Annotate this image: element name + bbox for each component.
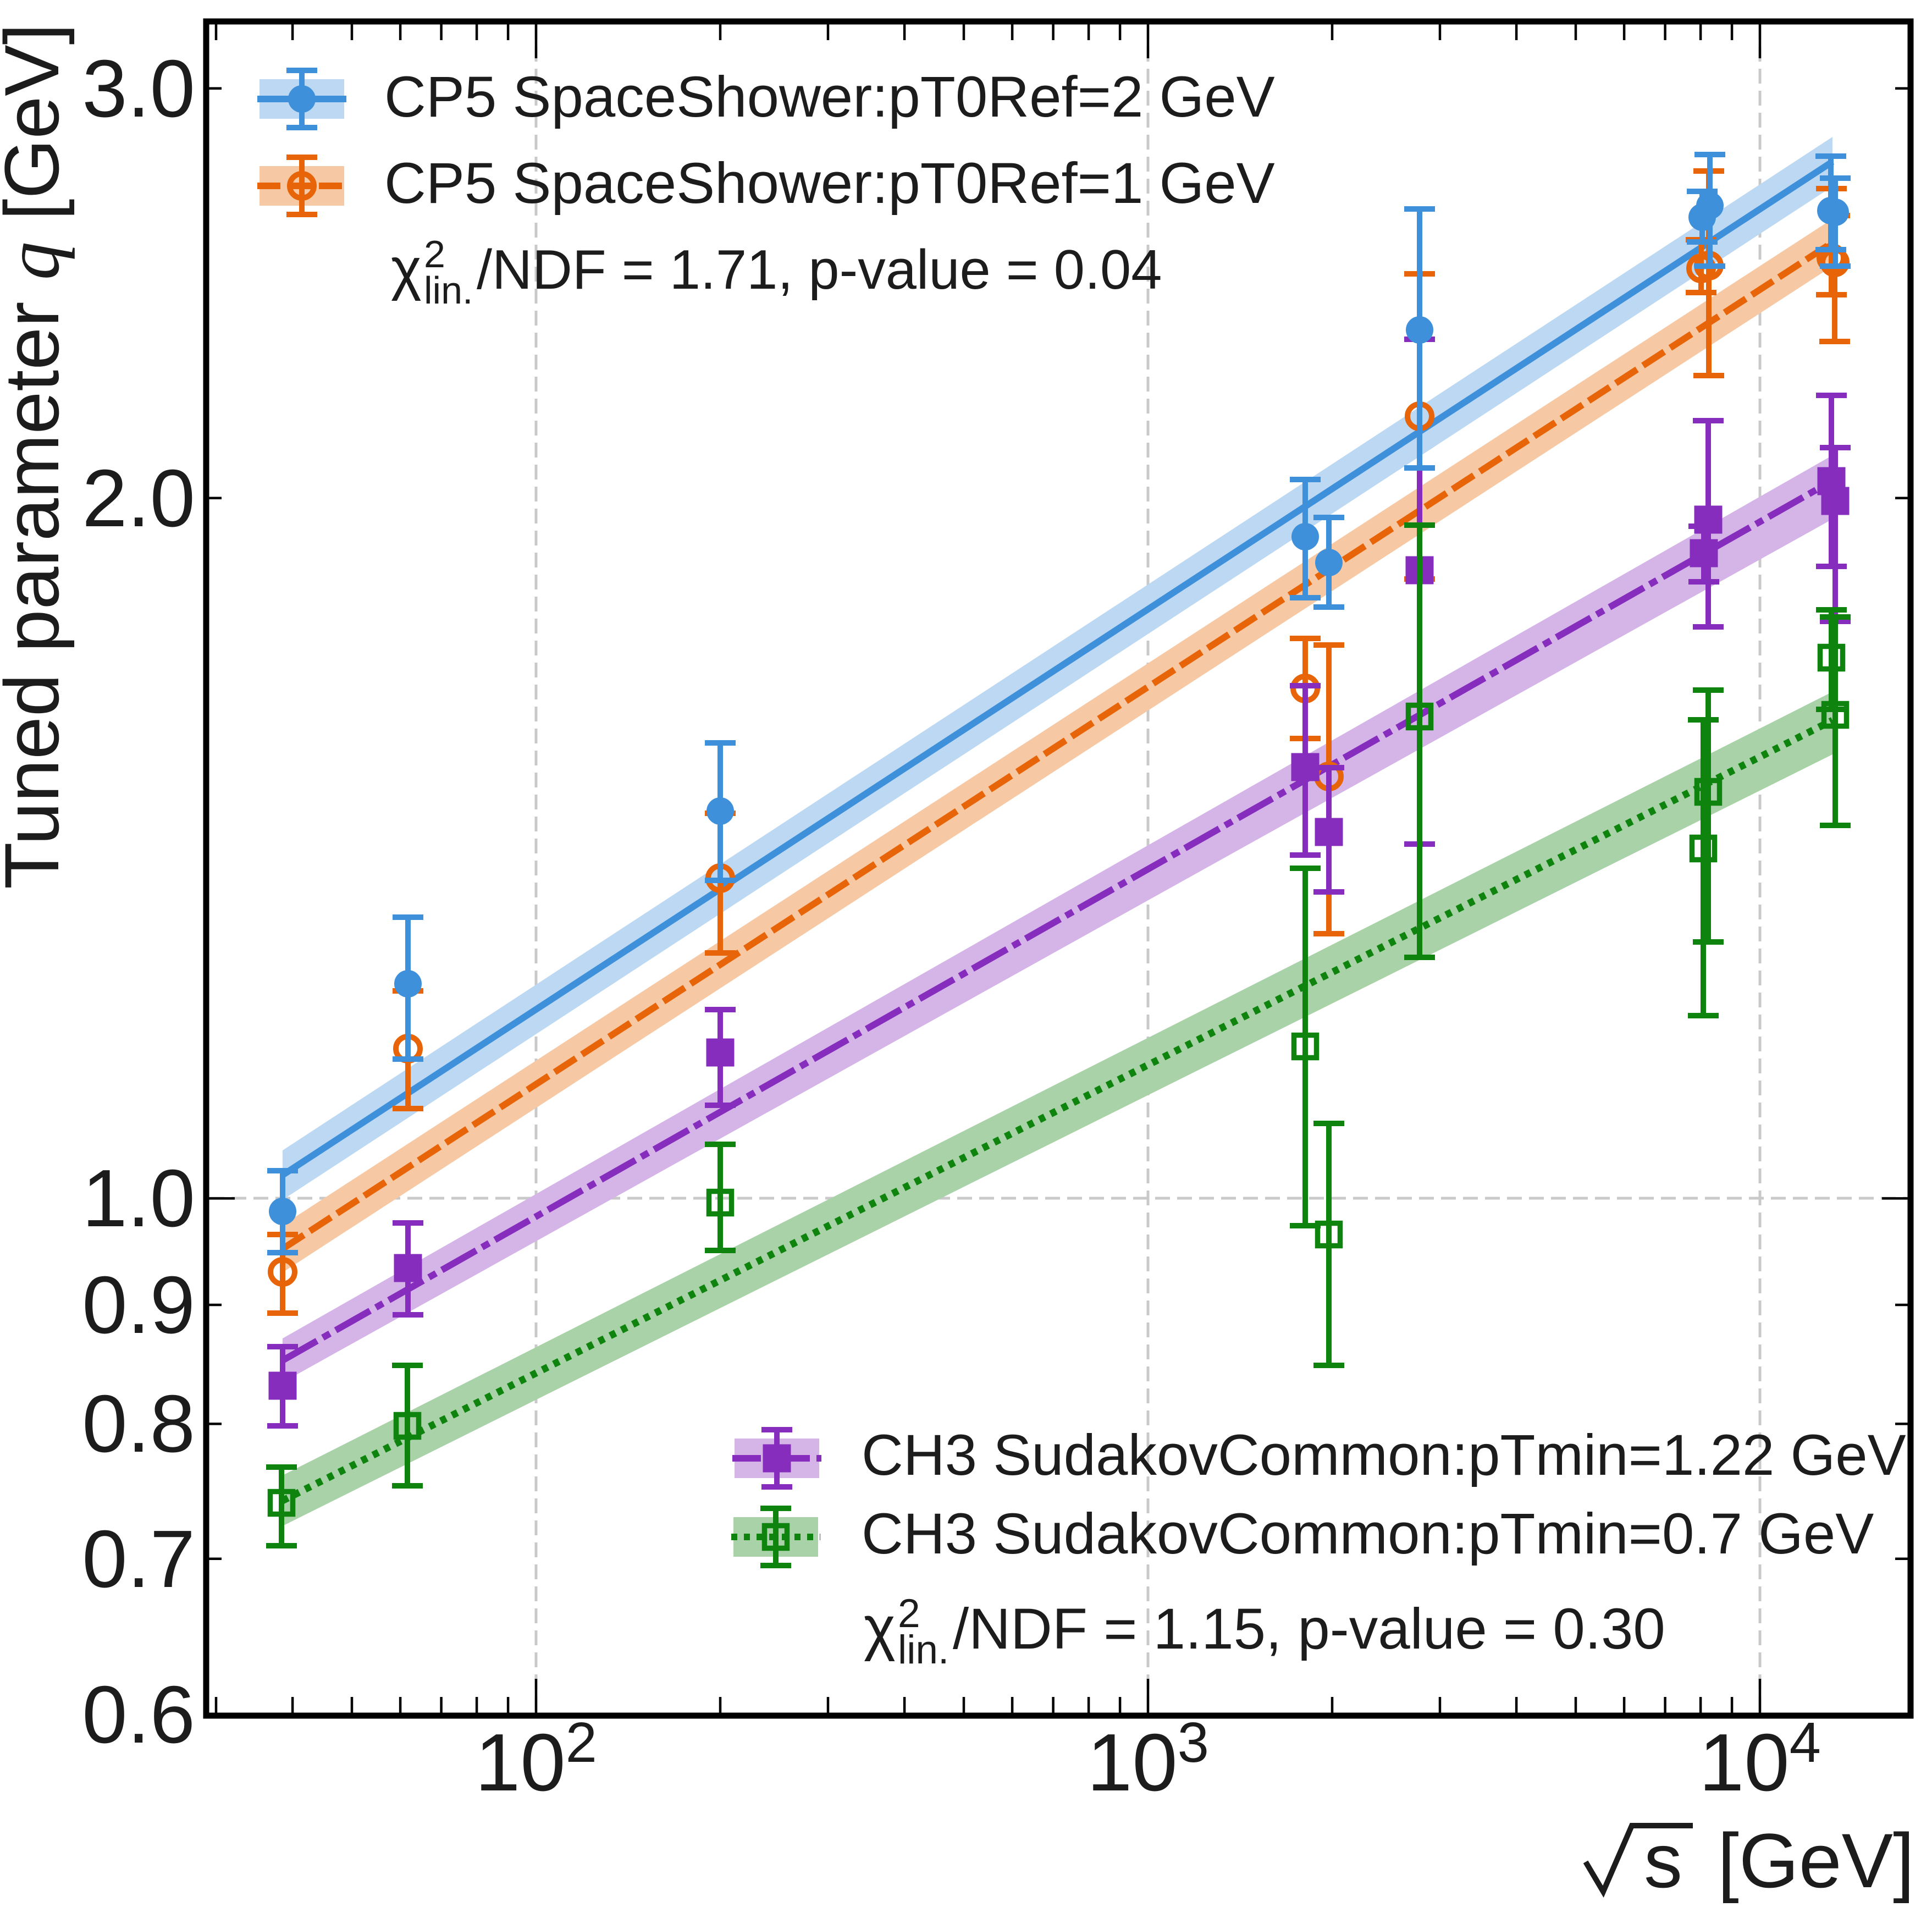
svg-text:2: 2 [424,233,445,275]
svg-text:3.0: 3.0 [82,43,195,134]
svg-text:/NDF = 1.71, p-value = 0.04: /NDF = 1.71, p-value = 0.04 [477,239,1162,301]
svg-text:2: 2 [898,1591,920,1636]
svg-text:Tuned parameter q [GeV]: Tuned parameter q [GeV] [0,24,75,889]
svg-text:0.7: 0.7 [82,1514,195,1605]
svg-text:χ: χ [864,1594,896,1662]
svg-text:CP5 SpaceShower:pT0Ref=2 GeV: CP5 SpaceShower:pT0Ref=2 GeV [384,65,1275,129]
svg-text:s: s [1644,1817,1682,1904]
svg-text:CP5 SpaceShower:pT0Ref=1 GeV: CP5 SpaceShower:pT0Ref=1 GeV [384,151,1275,216]
svg-text:/NDF = 1.15, p-value = 0.30: /NDF = 1.15, p-value = 0.30 [953,1597,1665,1661]
svg-text:χ: χ [391,236,422,301]
svg-text:CH3 SudakovCommon:pTmin=1.22 G: CH3 SudakovCommon:pTmin=1.22 GeV [862,1423,1906,1487]
svg-text:0.8: 0.8 [82,1379,195,1469]
svg-text:[GeV]: [GeV] [1718,1817,1914,1904]
svg-text:0.9: 0.9 [82,1260,195,1351]
svg-text:lin.: lin. [424,269,473,312]
svg-text:0.6: 0.6 [82,1669,195,1760]
svg-text:CH3 SudakovCommon:pTmin=0.7 Ge: CH3 SudakovCommon:pTmin=0.7 GeV [862,1502,1874,1566]
svg-text:1.0: 1.0 [82,1153,195,1244]
svg-text:lin.: lin. [898,1628,949,1672]
svg-text:2.0: 2.0 [82,453,195,544]
